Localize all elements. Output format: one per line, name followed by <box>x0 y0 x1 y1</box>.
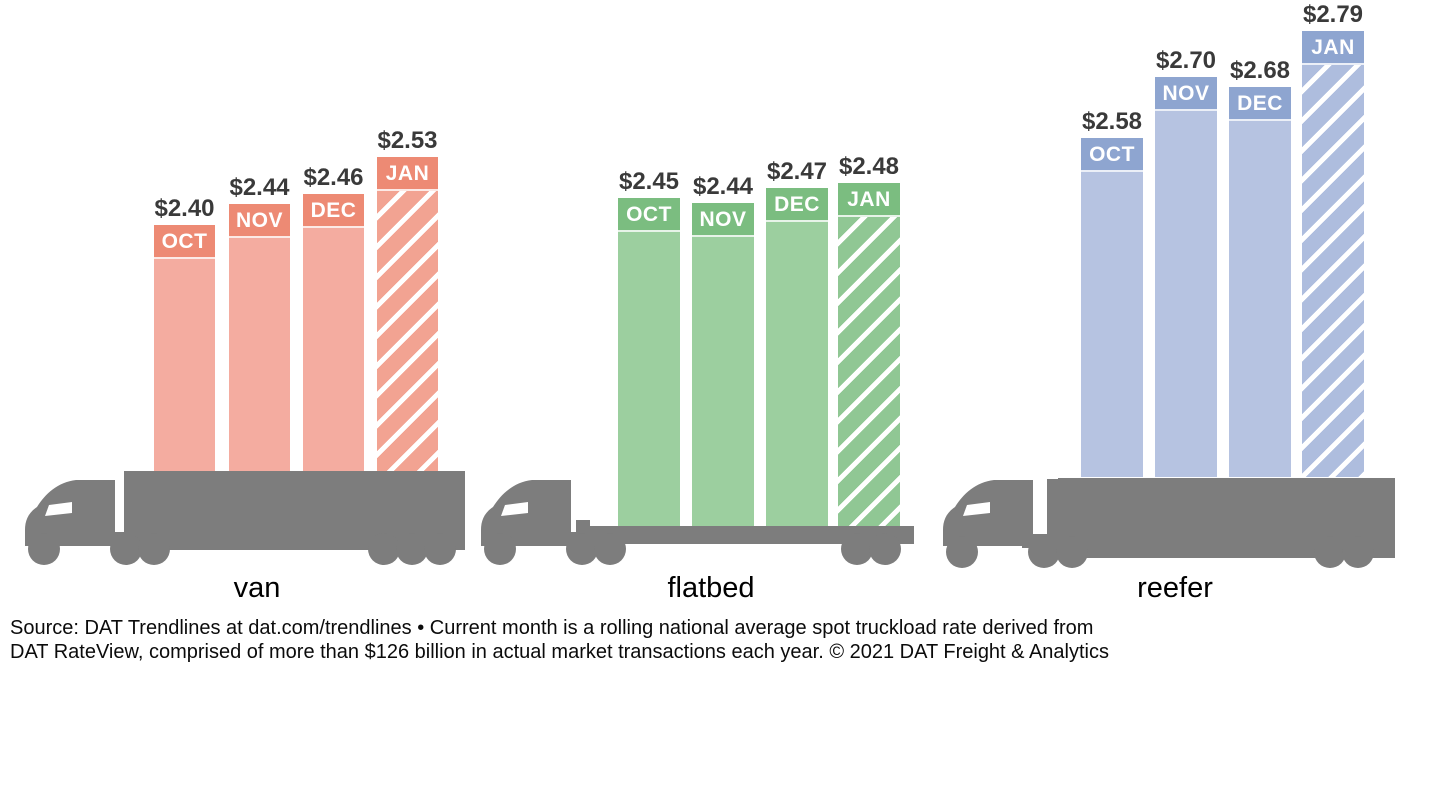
group-label-reefer: reefer <box>1137 572 1213 604</box>
bar-month-label: OCT <box>154 225 215 259</box>
bar-body-hatched <box>1302 65 1364 477</box>
bar-month-label: NOV <box>692 203 754 237</box>
bar-body-hatched <box>838 217 900 526</box>
bar-value-label: $2.70 <box>1155 47 1217 74</box>
bar-month-label: JAN <box>1302 31 1364 65</box>
group-label-flatbed: flatbed <box>667 572 755 604</box>
bar-month-label: JAN <box>377 157 438 191</box>
bar-value-label: $2.46 <box>303 164 364 191</box>
bar-month-label: DEC <box>303 194 364 228</box>
bar-value-label: $2.53 <box>377 127 438 154</box>
bar-body <box>154 259 215 471</box>
bar-value-label: $2.48 <box>838 153 900 180</box>
bar-value-label: $2.45 <box>618 168 680 195</box>
bar-body <box>766 222 828 526</box>
bar-reefer-dec: DEC <box>1229 87 1291 477</box>
bar-van-oct: OCT <box>154 225 215 471</box>
bar-value-label: $2.68 <box>1229 57 1291 84</box>
bar-reefer-oct: OCT <box>1081 138 1143 477</box>
bar-flatbed-nov: NOV <box>692 203 754 526</box>
cab-window <box>963 502 990 516</box>
source-note: Source: DAT Trendlines at dat.com/trendl… <box>10 616 1109 664</box>
bar-value-label: $2.47 <box>766 158 828 185</box>
bar-van-nov: NOV <box>229 204 290 471</box>
bar-month-label: NOV <box>1155 77 1217 111</box>
bar-body <box>303 228 364 471</box>
van-truck-icon <box>25 471 465 565</box>
bar-body <box>1229 121 1291 477</box>
bar-value-label: $2.40 <box>154 195 215 222</box>
bar-van-jan: JAN <box>377 157 438 471</box>
bar-flatbed-oct: OCT <box>618 198 680 526</box>
bar-month-label: DEC <box>1229 87 1291 121</box>
bar-van-dec: DEC <box>303 194 364 471</box>
bar-value-label: $2.44 <box>229 174 290 201</box>
flatbed-truck-icon <box>481 480 914 565</box>
bar-body <box>618 232 680 526</box>
bar-body <box>1155 111 1217 477</box>
bar-month-label: OCT <box>618 198 680 232</box>
source-note-line1: Source: DAT Trendlines at dat.com/trendl… <box>10 617 1094 639</box>
bar-month-label: OCT <box>1081 138 1143 172</box>
bar-reefer-jan: JAN <box>1302 31 1364 477</box>
group-label-van: van <box>233 572 281 604</box>
bar-body <box>229 238 290 471</box>
bar-reefer-nov: NOV <box>1155 77 1217 477</box>
bar-month-label: NOV <box>229 204 290 238</box>
bar-body-hatched <box>377 191 438 471</box>
bar-body <box>1081 172 1143 477</box>
bar-body <box>692 237 754 526</box>
cab-window <box>45 502 72 516</box>
bar-value-label: $2.58 <box>1081 108 1143 135</box>
cab-window <box>501 502 528 516</box>
bar-value-label: $2.79 <box>1302 1 1364 28</box>
bar-month-label: DEC <box>766 188 828 222</box>
bar-value-label: $2.44 <box>692 173 754 200</box>
bar-flatbed-jan: JAN <box>838 183 900 526</box>
bar-month-label: JAN <box>838 183 900 217</box>
source-note-line2: DAT RateView, comprised of more than $12… <box>10 641 1109 663</box>
reefer-truck-icon <box>943 478 1395 568</box>
bar-flatbed-dec: DEC <box>766 188 828 526</box>
